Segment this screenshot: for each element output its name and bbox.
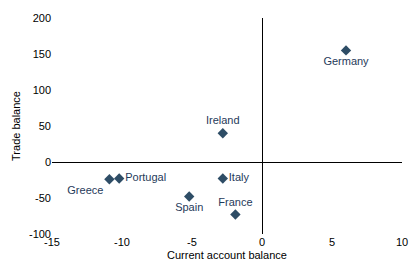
svg-text:France: France <box>218 196 252 208</box>
svg-text:Trade balance: Trade balance <box>10 91 22 161</box>
svg-text:0: 0 <box>45 156 51 168</box>
svg-text:10: 10 <box>396 236 408 248</box>
svg-text:5: 5 <box>329 236 335 248</box>
svg-text:100: 100 <box>33 84 51 96</box>
svg-text:Greece: Greece <box>67 184 103 196</box>
svg-text:0: 0 <box>259 236 265 248</box>
svg-text:50: 50 <box>39 120 51 132</box>
svg-text:200: 200 <box>33 12 51 24</box>
svg-text:-5: -5 <box>187 236 197 248</box>
svg-text:-50: -50 <box>35 192 51 204</box>
svg-text:Current account balance: Current account balance <box>167 249 287 261</box>
svg-text:-100: -100 <box>29 228 51 240</box>
svg-text:Ireland: Ireland <box>206 114 240 126</box>
svg-text:Germany: Germany <box>323 55 369 67</box>
svg-text:150: 150 <box>33 48 51 60</box>
svg-text:Portugal: Portugal <box>125 171 166 183</box>
svg-text:-15: -15 <box>44 236 60 248</box>
svg-text:Spain: Spain <box>175 201 203 213</box>
svg-text:Italy: Italy <box>229 171 250 183</box>
svg-text:-10: -10 <box>114 236 130 248</box>
